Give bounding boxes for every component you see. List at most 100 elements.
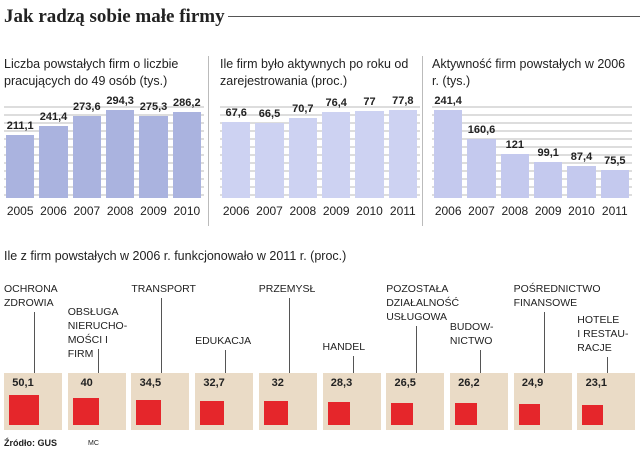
- x-tick-label: 2009: [534, 204, 562, 218]
- bar: [355, 110, 384, 198]
- square: [518, 403, 540, 425]
- plot-background: [4, 100, 204, 198]
- value-label: 211,1: [6, 119, 34, 132]
- x-tick-label: 2010: [568, 204, 595, 218]
- bar: [106, 110, 135, 198]
- bar: [434, 110, 463, 198]
- page-title: Jak radzą sobie małe firmy: [4, 6, 225, 27]
- chart-title: Aktywność firm powstałych w 2006 r. (tys…: [432, 57, 626, 88]
- separator: [208, 56, 209, 226]
- x-tick-label: 2011: [601, 204, 628, 218]
- square: [9, 395, 39, 425]
- square: [582, 404, 603, 425]
- square: [200, 400, 225, 425]
- value-label: 77,8: [392, 95, 414, 107]
- leader-line: [288, 298, 290, 373]
- value-label: 241,4: [39, 110, 68, 123]
- bar: [467, 139, 496, 198]
- bar: [388, 110, 417, 198]
- x-tick-label: 2005: [6, 204, 34, 218]
- value-label: 32: [271, 377, 284, 389]
- value-label: 275,3: [139, 100, 168, 113]
- bar: [72, 116, 101, 198]
- chart-title: Ile z firm powstałych w 2006 r. funkcjon…: [4, 249, 347, 263]
- value-label: 294,3: [106, 95, 134, 107]
- x-tick-label: 2006: [40, 204, 67, 218]
- value-label: 67,6: [225, 106, 247, 119]
- value-label: 77: [363, 95, 376, 108]
- credit: MC: [88, 440, 99, 447]
- chart-title: Ile firm było aktywnych po roku od zarej…: [220, 57, 409, 88]
- square: [391, 403, 413, 425]
- value-label: 273,6: [73, 101, 101, 114]
- x-tick-label: 2007: [468, 204, 495, 218]
- separator: [422, 56, 423, 226]
- square: [136, 400, 162, 425]
- value-label: 23,1: [585, 377, 607, 389]
- bar: [6, 134, 35, 198]
- value-label: 24,9: [521, 377, 544, 389]
- leader-line: [352, 356, 354, 373]
- value-label: 50,1: [12, 377, 34, 389]
- plot-background: [432, 100, 632, 198]
- bar: [288, 118, 317, 198]
- source: Źródło: GUS: [4, 438, 57, 448]
- value-label: 32,7: [203, 377, 225, 389]
- x-tick-label: 2006: [434, 204, 462, 218]
- leader-line: [543, 312, 545, 373]
- bar: [172, 112, 201, 198]
- x-tick-label: 2007: [256, 204, 283, 218]
- bar: [567, 166, 596, 198]
- value-label: 241,4: [434, 95, 462, 107]
- x-tick-label: 2007: [73, 204, 101, 218]
- value-label: 66,5: [258, 107, 281, 120]
- leader-line: [416, 326, 418, 373]
- value-label: 160,6: [467, 124, 496, 137]
- bar: [534, 161, 563, 198]
- value-label: 28,3: [330, 377, 353, 389]
- value-label: 75,5: [604, 155, 626, 168]
- bar: [322, 111, 351, 198]
- value-label: 26,5: [394, 377, 416, 389]
- square: [454, 403, 477, 425]
- square: [263, 401, 288, 425]
- category-label: BUDOW- NICTWO: [449, 321, 494, 347]
- x-tick-label: 2011: [389, 204, 416, 218]
- x-tick-label: 2008: [289, 204, 317, 218]
- category-label: OCHRONA ZDROWIA: [4, 283, 58, 309]
- value-label: 40: [80, 377, 93, 389]
- value-label: 26,2: [458, 377, 480, 389]
- bar: [600, 170, 629, 198]
- x-tick-label: 2008: [106, 204, 134, 218]
- value-label: 121: [505, 138, 524, 151]
- x-tick-label: 2010: [173, 204, 201, 218]
- leader-line: [225, 350, 227, 373]
- value-label: 99,1: [537, 146, 559, 159]
- leader-line: [161, 298, 163, 373]
- category-label: PRZEMYSŁ: [258, 283, 316, 295]
- bar: [500, 153, 529, 198]
- bar: [139, 115, 168, 198]
- square: [72, 398, 100, 425]
- x-tick-label: 2008: [501, 204, 529, 218]
- category-label: HANDEL: [322, 341, 366, 353]
- leader-line: [607, 357, 609, 373]
- bar: [39, 125, 68, 198]
- value-label: 87,4: [570, 151, 593, 164]
- value-label: 76,4: [325, 96, 347, 109]
- category-label: TRANSPORT: [131, 283, 196, 295]
- title-rule: [228, 16, 640, 17]
- value-label: 70,7: [292, 103, 314, 116]
- x-tick-label: 2006: [222, 204, 250, 218]
- bar: [255, 122, 284, 198]
- x-tick-label: 2010: [356, 204, 383, 218]
- bar: [222, 121, 251, 198]
- category-label: OBSŁUGA NIERUCHO- MOŚCI I FIRM: [67, 306, 128, 360]
- value-label: 286,2: [173, 97, 201, 110]
- plot-background: [220, 100, 420, 198]
- square: [327, 402, 351, 425]
- leader-line: [34, 312, 35, 373]
- category-label: HOTELE I RESTAU- RACJE: [577, 314, 629, 354]
- x-tick-label: 2009: [140, 204, 167, 218]
